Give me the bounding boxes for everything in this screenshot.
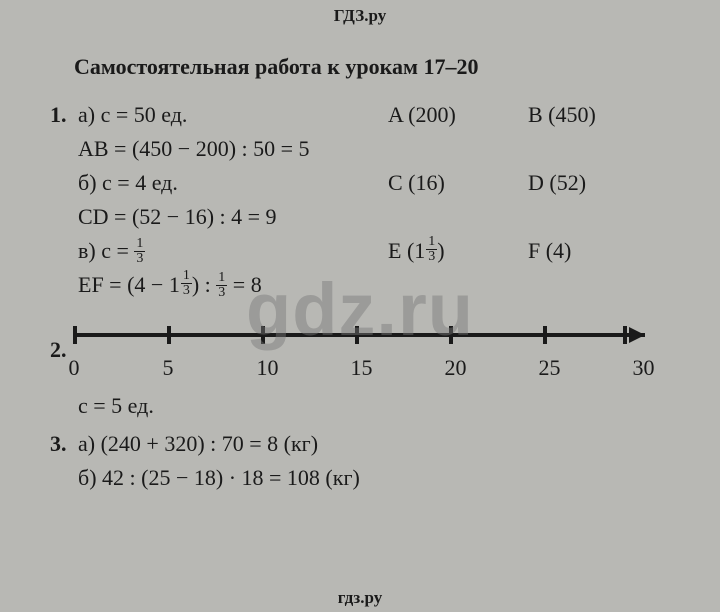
- tick-label: 0: [69, 351, 163, 385]
- p1-c-calc: EF = (4 − 113) : 13 = 8: [78, 268, 262, 302]
- tick-label: 30: [633, 351, 720, 385]
- number-line: [67, 321, 657, 349]
- p1-point-A: A (200): [388, 98, 528, 132]
- p1-c-prefix: в) c =: [78, 238, 134, 263]
- p3-b: б) 42 : (25 − 18) · 18 = 108 (кг): [78, 461, 360, 495]
- p1-point-D: D (52): [528, 166, 658, 200]
- worksheet-title: Самостоятельная работа к урокам 17–20: [74, 54, 720, 80]
- p1-point-C: C (16): [388, 166, 528, 200]
- problem-3-number: 3.: [50, 427, 78, 461]
- p2-result: c = 5 ед.: [78, 389, 154, 423]
- tick-label: 10: [257, 351, 351, 385]
- frac-1-3: 13: [134, 237, 145, 266]
- tick-label: 20: [445, 351, 539, 385]
- mixed-1-1-3: 113: [414, 234, 437, 268]
- tick-label: 15: [351, 351, 445, 385]
- p1-point-F: F (4): [528, 234, 658, 268]
- site-header: ГДЗ.ру: [0, 0, 720, 26]
- p1-a-given: а) c = 50 ед.: [78, 98, 388, 132]
- p1-c-given: в) c = 13: [78, 234, 388, 268]
- p1-a-calc: AB = (450 − 200) : 50 = 5: [78, 132, 310, 166]
- p1-point-E: E (113): [388, 234, 528, 268]
- p1-b-given: б) c = 4 ед.: [78, 166, 388, 200]
- p1-point-B: B (450): [528, 98, 658, 132]
- tick-label: 25: [539, 351, 633, 385]
- p1-b-calc: CD = (52 − 16) : 4 = 9: [78, 200, 277, 234]
- number-line-labels: 051015202530: [69, 351, 720, 385]
- problem-2-number: 2.: [50, 333, 67, 367]
- problem-1-number: 1.: [50, 98, 78, 132]
- p3-a: а) (240 + 320) : 70 = 8 (кг): [78, 427, 318, 461]
- content-region: 1. а) c = 50 ед. A (200) B (450) AB = (4…: [50, 98, 720, 495]
- tick-label: 5: [163, 351, 257, 385]
- site-footer: гдз.ру: [0, 588, 720, 608]
